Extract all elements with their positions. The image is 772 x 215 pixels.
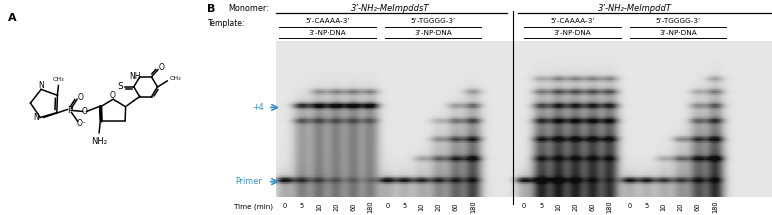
Text: Template:: Template: (208, 19, 245, 28)
Text: O: O (158, 63, 164, 72)
Text: 5: 5 (300, 203, 304, 209)
Text: 10: 10 (555, 202, 561, 210)
Text: B: B (207, 4, 215, 14)
Text: 60: 60 (695, 202, 701, 211)
Text: 0: 0 (385, 203, 390, 209)
Text: CH₃: CH₃ (169, 77, 181, 81)
Text: S: S (117, 82, 123, 91)
Text: 20: 20 (678, 202, 684, 211)
Text: 3’-NP·DNA: 3’-NP·DNA (309, 30, 347, 36)
Text: CH₃: CH₃ (52, 77, 64, 82)
Text: 5’-TGGGG-3’: 5’-TGGGG-3’ (411, 18, 455, 24)
Text: 5’-TGGGG-3’: 5’-TGGGG-3’ (655, 18, 701, 24)
Text: 20: 20 (573, 202, 578, 211)
Text: 3’-NP·DNA: 3’-NP·DNA (414, 30, 452, 36)
Text: 0: 0 (522, 203, 527, 209)
Text: 0: 0 (283, 203, 287, 209)
Text: 3’-NH₂-MeImpddsT: 3’-NH₂-MeImpddsT (351, 4, 429, 13)
Text: 5’-CAAAA-3’: 5’-CAAAA-3’ (550, 18, 595, 24)
Text: O: O (82, 107, 87, 116)
Text: 180: 180 (607, 200, 613, 213)
Text: P: P (67, 106, 73, 115)
Text: 60: 60 (453, 202, 459, 211)
Text: Monomer:: Monomer: (228, 4, 269, 13)
Text: 5: 5 (645, 203, 648, 209)
Text: O: O (110, 91, 116, 100)
Text: 60: 60 (590, 202, 595, 211)
Text: 10: 10 (316, 202, 322, 210)
Text: 3’-NH₂-MelmpddT: 3’-NH₂-MelmpddT (598, 4, 672, 13)
Text: Time (min): Time (min) (234, 203, 273, 210)
Text: NH₂: NH₂ (92, 137, 107, 146)
Text: 20: 20 (435, 202, 442, 211)
Text: NH: NH (130, 72, 141, 81)
Text: 180: 180 (470, 200, 476, 213)
Text: O⁻: O⁻ (76, 119, 86, 128)
Text: Primer: Primer (235, 177, 262, 186)
Text: 180: 180 (367, 200, 374, 213)
Text: 5’-CAAAA-3’: 5’-CAAAA-3’ (305, 18, 350, 24)
Text: O: O (77, 93, 83, 102)
Text: 10: 10 (661, 202, 667, 210)
Text: A: A (8, 13, 16, 23)
Text: 10: 10 (418, 202, 425, 210)
Text: 3’-NP·DNA: 3’-NP·DNA (554, 30, 591, 36)
Text: 60: 60 (350, 202, 356, 211)
Text: +4: +4 (252, 103, 264, 112)
Text: N: N (33, 113, 39, 122)
Text: N: N (39, 81, 44, 90)
Text: 5: 5 (539, 203, 543, 209)
Text: 0: 0 (628, 203, 631, 209)
Text: 180: 180 (712, 200, 718, 213)
Text: 5: 5 (402, 203, 407, 209)
Text: 3’-NP·DNA: 3’-NP·DNA (659, 30, 697, 36)
Text: 20: 20 (334, 202, 339, 211)
